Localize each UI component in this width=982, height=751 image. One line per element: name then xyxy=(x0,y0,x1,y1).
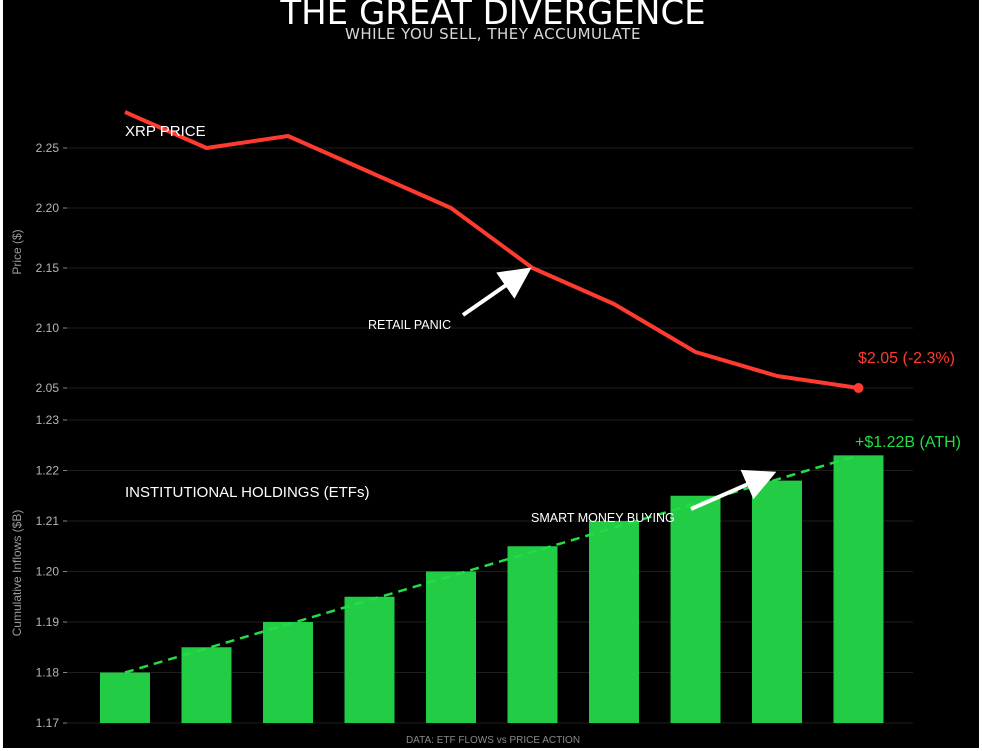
institutional-bars xyxy=(100,455,884,723)
inflow-y-tick-label: 1.17 xyxy=(36,716,60,730)
institutional-trend-line xyxy=(124,454,859,674)
inflow-y-tick-label: 1.21 xyxy=(36,514,60,528)
chart-title: THE GREAT DIVERGENCE xyxy=(279,0,705,33)
divergence-chart: THE GREAT DIVERGENCE WHILE YOU SELL, THE… xyxy=(10,0,961,746)
chart-subtitle: WHILE YOU SELL, THEY ACCUMULATE xyxy=(345,25,641,43)
institutional-bar xyxy=(752,480,802,723)
xrp-price-line xyxy=(124,110,859,390)
price-series-label: XRP PRICE xyxy=(125,123,206,140)
institutional-bar xyxy=(833,455,884,723)
institutional-bar xyxy=(100,672,150,723)
inflow-y-tick-label: 1.18 xyxy=(36,666,60,680)
institutional-bar xyxy=(263,622,313,723)
institutional-bar xyxy=(426,571,476,723)
institutional-bar xyxy=(181,647,232,723)
price-y-tick-label: 2.20 xyxy=(36,201,60,215)
inflow-y-tick-label: 1.23 xyxy=(36,413,60,427)
retail-panic-arrow xyxy=(461,267,532,317)
price-end-label: $2.05 (-2.3%) xyxy=(858,350,955,367)
smart-money-annotation: SMART MONEY BUYING xyxy=(531,511,675,525)
institutional-bar xyxy=(670,495,721,723)
price-y-tick-label: 2.25 xyxy=(36,141,60,155)
institutional-bar xyxy=(507,546,558,723)
price-end-marker xyxy=(853,383,864,393)
price-y-axis-label: Price ($) xyxy=(10,229,24,274)
smart-money-arrow xyxy=(690,469,777,511)
inflow-y-tick-label: 1.22 xyxy=(36,464,60,478)
data-source-footer: DATA: ETF FLOWS vs PRICE ACTION xyxy=(406,735,580,746)
institutional-series-label: INSTITUTIONAL HOLDINGS (ETFs) xyxy=(125,484,369,501)
inflow-y-axis-label: Cumulative Inflows ($B) xyxy=(10,510,24,637)
inflow-y-tick-label: 1.19 xyxy=(36,615,60,629)
price-y-tick-label: 2.15 xyxy=(36,261,60,275)
institutional-bar xyxy=(589,521,639,723)
institutional-end-label: +$1.22B (ATH) xyxy=(855,434,961,451)
institutional-bar xyxy=(344,596,395,723)
chart-frame: THE GREAT DIVERGENCE WHILE YOU SELL, THE… xyxy=(3,0,979,748)
y-axes: 2.25 2.20 2.15 2.10 2.05 1.23 1.22 1.21 1.20 1.19… xyxy=(36,141,67,730)
inflow-y-tick-label: 1.20 xyxy=(36,565,60,579)
retail-panic-annotation: RETAIL PANIC xyxy=(368,318,451,332)
price-y-tick-label: 2.05 xyxy=(36,381,60,395)
price-y-tick-label: 2.10 xyxy=(36,321,60,335)
